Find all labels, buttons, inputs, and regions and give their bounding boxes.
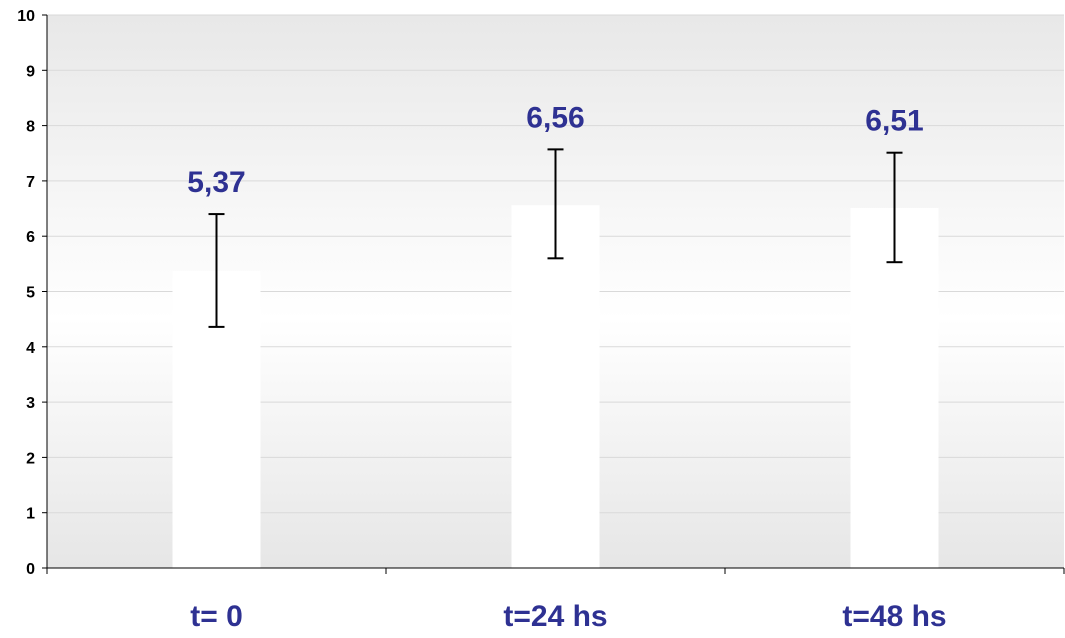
bars (172, 205, 939, 568)
x-tick-labels: t= 0 t=24 hs t=48 hs (190, 600, 946, 633)
y-tick-label: 1 (26, 506, 35, 523)
data-label: 5,37 (187, 166, 245, 199)
y-tick-label: 5 (26, 285, 35, 302)
y-tick-label: 6 (26, 229, 35, 246)
y-tick-label: 8 (26, 119, 35, 136)
y-tick-label: 0 (26, 561, 35, 578)
y-tick-label: 10 (17, 8, 35, 25)
y-tick-label: 9 (26, 63, 35, 80)
data-labels: 5,37 6,56 6,51 (187, 101, 923, 199)
y-tick-label: 4 (26, 340, 35, 357)
bar (850, 207, 939, 568)
error-bar (547, 148, 564, 260)
error-bar (886, 151, 903, 264)
error-bar (208, 213, 225, 328)
x-tick-label: t=24 hs (503, 600, 607, 633)
axes (42, 14, 1065, 574)
x-tick-label: t=48 hs (842, 600, 946, 633)
bar (511, 205, 600, 568)
y-tick-label: 2 (26, 450, 35, 467)
x-tick-label: t= 0 (190, 600, 243, 633)
data-label: 6,56 (526, 101, 584, 134)
y-tick-label: 3 (26, 395, 35, 412)
y-tick-labels: 0 1 2 3 4 5 6 7 8 9 10 (17, 8, 35, 578)
error-bars (208, 148, 903, 328)
data-label: 6,51 (865, 105, 923, 138)
y-tick-label: 7 (26, 174, 35, 191)
